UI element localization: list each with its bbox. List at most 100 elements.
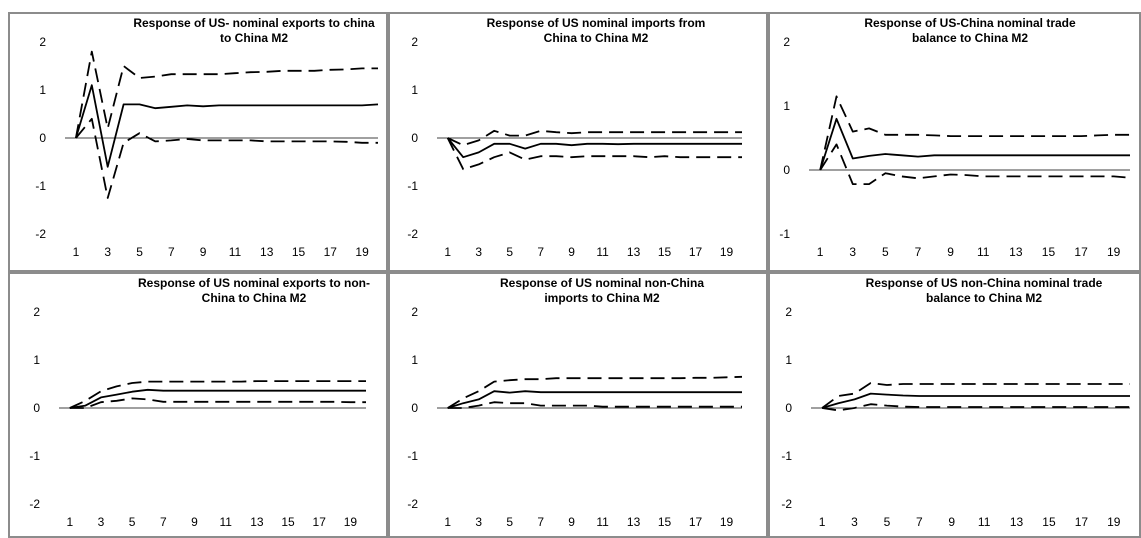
x-tick-label: 9 bbox=[568, 515, 575, 529]
x-tick-label: 17 bbox=[1075, 515, 1089, 529]
x-tick-label: 5 bbox=[884, 515, 891, 529]
x-tick-label: 5 bbox=[506, 515, 513, 529]
response-line bbox=[819, 117, 1130, 171]
chart-title: Response of US- nominal exports to china… bbox=[133, 16, 375, 45]
x-tick-label: 19 bbox=[344, 515, 358, 529]
y-tick-label: -1 bbox=[407, 449, 418, 463]
confidence-band-line bbox=[447, 129, 742, 147]
x-tick-label: 19 bbox=[1107, 515, 1121, 529]
y-tick-label: 0 bbox=[411, 131, 418, 145]
x-tick-label: 9 bbox=[191, 515, 198, 529]
y-tick-label: 1 bbox=[783, 99, 790, 113]
chart-title: Response of US nominal imports from Chin… bbox=[486, 16, 706, 45]
y-tick-label: 0 bbox=[785, 401, 792, 415]
x-tick-label: 13 bbox=[250, 515, 264, 529]
confidence-band-line bbox=[821, 382, 1130, 409]
x-tick-label: 1 bbox=[73, 245, 80, 259]
x-tick-label: 19 bbox=[1107, 245, 1121, 259]
x-tick-label: 17 bbox=[324, 245, 338, 259]
y-tick-label: 0 bbox=[783, 163, 790, 177]
confidence-band-line bbox=[446, 137, 742, 171]
x-tick-label: 7 bbox=[537, 515, 544, 529]
x-tick-label: 5 bbox=[129, 515, 136, 529]
y-tick-label: -1 bbox=[407, 179, 418, 193]
x-tick-label: 17 bbox=[689, 515, 703, 529]
x-tick-label: 3 bbox=[851, 515, 858, 529]
y-tick-label: 1 bbox=[785, 353, 792, 367]
x-tick-label: 17 bbox=[313, 515, 327, 529]
x-tick-label: 1 bbox=[66, 515, 73, 529]
chart-panel-4: Response of US nominal exports to non- C… bbox=[8, 272, 388, 538]
x-tick-label: 1 bbox=[819, 515, 826, 529]
x-tick-label: 1 bbox=[444, 515, 451, 529]
chart-panel-6: Response of US non-China nominal trade b… bbox=[768, 272, 1141, 538]
response-line bbox=[69, 388, 366, 409]
y-tick-label: -2 bbox=[407, 497, 418, 511]
x-tick-label: 11 bbox=[596, 245, 609, 259]
x-tick-label: 3 bbox=[849, 245, 856, 259]
y-tick-label: 0 bbox=[33, 401, 40, 415]
chart-panel-1: Response of US- nominal exports to china… bbox=[8, 12, 388, 272]
response-line bbox=[447, 390, 742, 409]
x-tick-label: 5 bbox=[882, 245, 889, 259]
x-tick-label: 5 bbox=[136, 245, 143, 259]
x-tick-label: 13 bbox=[627, 245, 641, 259]
y-tick-label: 2 bbox=[785, 305, 792, 319]
x-tick-label: 11 bbox=[978, 515, 991, 529]
y-tick-label: 2 bbox=[411, 35, 418, 49]
response-line bbox=[446, 137, 742, 159]
x-tick-label: 15 bbox=[292, 245, 306, 259]
y-tick-label: 0 bbox=[39, 131, 46, 145]
y-tick-label: -1 bbox=[35, 179, 46, 193]
x-tick-label: 19 bbox=[720, 515, 734, 529]
confidence-band-line bbox=[75, 50, 378, 139]
y-tick-label: -2 bbox=[781, 497, 792, 511]
y-tick-label: -1 bbox=[781, 449, 792, 463]
x-tick-label: 15 bbox=[1042, 515, 1056, 529]
x-tick-label: 7 bbox=[537, 245, 544, 259]
y-tick-label: -2 bbox=[407, 227, 418, 241]
confidence-band-line bbox=[69, 380, 366, 409]
chart-title: Response of US nominal exports to non- C… bbox=[137, 276, 370, 305]
chart-panel-3: Response of US-China nominal trade balan… bbox=[768, 12, 1141, 272]
x-tick-label: 11 bbox=[977, 245, 990, 259]
x-tick-label: 9 bbox=[948, 515, 955, 529]
x-tick-label: 9 bbox=[947, 245, 954, 259]
y-tick-label: 0 bbox=[411, 401, 418, 415]
confidence-band-line bbox=[819, 95, 1130, 171]
x-tick-label: 13 bbox=[627, 515, 641, 529]
chart-panel-2: Response of US nominal imports from Chin… bbox=[388, 12, 768, 272]
x-tick-label: 3 bbox=[475, 245, 482, 259]
x-tick-label: 19 bbox=[720, 245, 734, 259]
x-tick-label: 15 bbox=[281, 515, 295, 529]
y-tick-label: -2 bbox=[35, 227, 46, 241]
x-tick-label: 7 bbox=[916, 515, 923, 529]
x-tick-label: 15 bbox=[658, 245, 672, 259]
y-tick-label: -2 bbox=[29, 497, 40, 511]
chart-title: Response of US-China nominal trade balan… bbox=[864, 16, 1076, 45]
response-line bbox=[821, 392, 1130, 409]
chart-panel-5: Response of US nominal non-China imports… bbox=[388, 272, 768, 538]
x-tick-label: 11 bbox=[229, 245, 242, 259]
response-line bbox=[75, 84, 379, 168]
x-tick-label: 13 bbox=[1009, 245, 1023, 259]
x-tick-label: 15 bbox=[658, 515, 672, 529]
x-tick-label: 17 bbox=[1074, 245, 1088, 259]
x-tick-label: 11 bbox=[219, 515, 232, 529]
y-tick-label: 1 bbox=[39, 83, 46, 97]
y-tick-label: 2 bbox=[39, 35, 46, 49]
y-tick-label: 2 bbox=[33, 305, 40, 319]
x-tick-label: 3 bbox=[475, 515, 482, 529]
y-tick-label: -1 bbox=[779, 227, 790, 241]
x-tick-label: 15 bbox=[1042, 245, 1056, 259]
chart-title: Response of US non-China nominal trade b… bbox=[865, 276, 1103, 305]
x-tick-label: 7 bbox=[160, 515, 167, 529]
y-tick-label: 2 bbox=[411, 305, 418, 319]
